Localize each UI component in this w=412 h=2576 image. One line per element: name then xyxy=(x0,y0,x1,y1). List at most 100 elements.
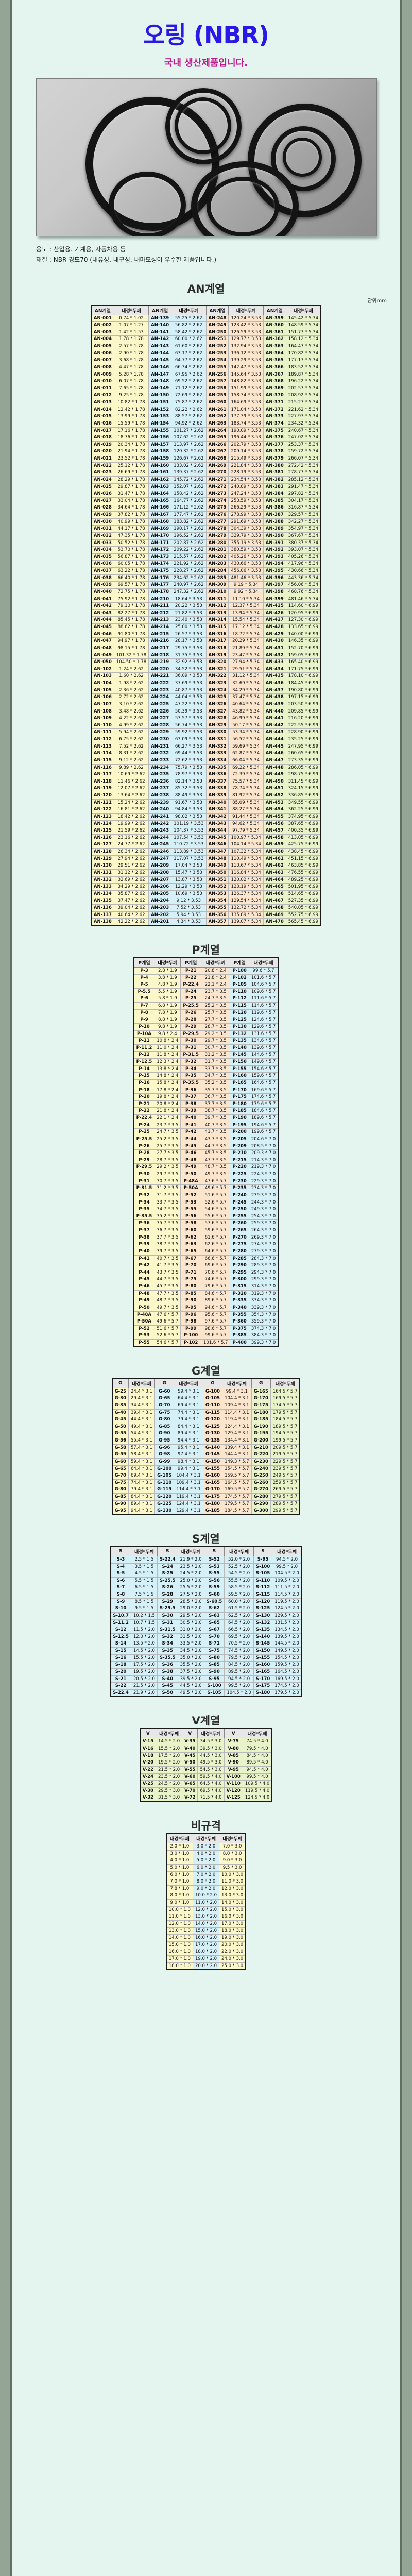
cell-part-code: P-24 xyxy=(133,1121,155,1129)
cell-part-code: AN-126 xyxy=(91,834,114,842)
cell-dimension: 94.5 * 2.0 xyxy=(272,1555,302,1564)
cell-dimension: 94.6 * 5.7 xyxy=(200,1303,231,1312)
table-row: AN-012 9.25 * 1.78 AN-150 72.69 * 2.62 AN-25… xyxy=(91,392,321,400)
cell-dimension: 199.5 * 5.7 xyxy=(270,1437,300,1445)
cell-part-code: S-12 xyxy=(110,1626,131,1634)
table-row: AN-107 3.10 * 2.62 AN-225 47.22 * 3.53 AN-32… xyxy=(91,700,321,708)
cell-dimension: 19.8 * 2.4 xyxy=(154,1093,181,1101)
column-header: 내경*두께 xyxy=(285,305,321,315)
table-row: AN-007 3.68 * 1.78 AN-145 64.77 * 2.62 AN-25… xyxy=(91,357,321,364)
cell-part-code: P-46 xyxy=(133,1283,155,1291)
cell-part-code: AN-003 xyxy=(91,328,114,336)
table-row: G-80 79.4 * 3.1 G-115 114.4 * 3.1 G-170 169.5… xyxy=(112,1486,300,1494)
column-header: 내경*두께 xyxy=(272,1546,302,1556)
cell-dimension: 60.00 * 2.62 xyxy=(171,335,207,344)
cell-part-code: S-30 xyxy=(157,1612,178,1620)
cell-dimension: 387.65 * 6.99 xyxy=(285,820,321,828)
cell-dimension: 32.69 * 2.62 xyxy=(113,876,149,884)
cell-part-code: AN-017 xyxy=(91,427,114,435)
cell-dimension: 145.42 * 5.34 xyxy=(285,314,321,323)
cell-dimension: 139.4 * 3.1 xyxy=(222,1444,252,1452)
cell-part-code: P-99 xyxy=(180,1325,201,1333)
cell-dimension: 74.5 * 2.0 xyxy=(224,1647,254,1655)
cell-dimension: 31.5 * 2.0 xyxy=(177,1633,204,1641)
cell-dimension: 28.5 * 2.0 xyxy=(177,1598,204,1606)
cell-part-code: S-9 xyxy=(110,1598,131,1606)
table-row: P-42 41.7 * 3.5 P-70 69.6 * 5.7 P-290 289.3 *… xyxy=(133,1262,279,1269)
cell-dimension: 443.36 * 5.34 xyxy=(285,574,321,582)
table-row: AN-006 2.90 * 1.78 AN-144 63.17 * 2.62 AN-25… xyxy=(91,349,321,358)
cell-dimension: 66.40 * 1.78 xyxy=(113,574,149,582)
cell-dimension: 63.22 * 1.78 xyxy=(113,567,149,575)
cell-dimension: 109.5 * 2.0 xyxy=(272,1577,302,1585)
cell-part-code: AN-133 xyxy=(91,883,114,891)
cell-part-code: AN-467 xyxy=(263,897,286,905)
table-row: AN-026 31.47 * 1.78 AN-164 158.42 * 2.62 AN-… xyxy=(91,490,321,498)
cell-part-code: S-175 xyxy=(253,1682,273,1690)
cell-dimension: 15.47 * 3.53 xyxy=(171,869,207,877)
cell-part-code: AN-434 xyxy=(263,665,286,673)
column-header: AN계열 xyxy=(205,305,229,315)
cell-part-code: P-45 xyxy=(133,1276,155,1284)
cell-part-code: S-100 xyxy=(253,1563,273,1571)
cell-dimension: 272.42 * 5.34 xyxy=(285,462,321,470)
cell-dimension: 25.7 * 3.5 xyxy=(154,1142,181,1150)
cell-dimension: 25.2 * 3.5 xyxy=(154,1135,181,1143)
cell-part-code: AN-331 xyxy=(205,736,229,743)
cell-dimension: 7.52 * 2.62 xyxy=(113,742,149,751)
cell-part-code: P-255 xyxy=(230,1212,249,1221)
cell-dimension: 274.3 * 7.0 xyxy=(248,1241,279,1248)
cell-dimension: 37.7 * 3.5 xyxy=(200,1100,231,1108)
cell-part-code: AN-174 xyxy=(148,560,172,568)
cell-dimension: 17.8 * 2.4 xyxy=(154,1086,181,1094)
table-row: AN-033 50.52 * 1.78 AN-171 202.87 * 2.62 AN-… xyxy=(91,539,321,547)
cell-dimension: 31.12 * 2.62 xyxy=(113,869,149,877)
cell-part-code: P-5.5 xyxy=(133,988,155,996)
table-g: G 내경*두께 G 내경*두께 G 내경*두께 G 내경*두께 G-25 24.4 * 3.1 G-… xyxy=(111,1378,301,1515)
cell-part-code: AN-313 xyxy=(205,609,229,617)
cell-dimension: 190.09 * 3.53 xyxy=(228,427,264,435)
cell-dimension: 119.6 * 5.7 xyxy=(248,1009,279,1017)
cell-part-code: S-25 xyxy=(157,1570,178,1578)
table-row: G-85 84.4 * 3.1 G-120 119.4 * 3.1 G-175 174.5… xyxy=(112,1493,300,1501)
cell-dimension: 60.0 * 2.0 xyxy=(224,1598,254,1606)
cell-dimension: 12.0 * 3.0 xyxy=(219,1885,246,1893)
cell-part-code: AN-166 xyxy=(148,504,172,512)
cell-part-code: AN-047 xyxy=(91,637,114,645)
cell-part-code: AN-210 xyxy=(148,595,172,603)
cell-dimension: 40.99 * 1.78 xyxy=(113,518,149,526)
cell-part-code: P-275 xyxy=(230,1241,249,1248)
cell-part-code: V-22 xyxy=(140,1766,157,1774)
cell-part-code: V-15 xyxy=(140,1738,157,1746)
cell-dimension: 514.65 * 6.99 xyxy=(285,890,321,898)
cell-part-code: V-30 xyxy=(140,1787,157,1795)
cell-part-code: P-48 xyxy=(180,1156,201,1164)
cell-dimension: 94.4 * 3.1 xyxy=(174,1437,203,1445)
section-heading-v: V계열 xyxy=(192,1715,220,1727)
table-row: P-10 9.8 * 1.9 P-29 28.7 * 3.5 P-130 129.6 * … xyxy=(133,1023,279,1031)
cell-part-code: P-44 xyxy=(180,1135,201,1143)
cell-part-code: G-220 xyxy=(251,1451,271,1459)
top-spacer xyxy=(12,0,400,9)
table-row: S-10 9.5 * 1.5 S-29.5 29.0 * 2.0 S-62 61.5 * … xyxy=(110,1605,302,1613)
table-row: P-25.5 25.2 * 3.5 P-44 43.7 * 3.5 P-205 204.6… xyxy=(133,1135,279,1143)
cell-dimension: 1.60 * 2.62 xyxy=(113,672,149,681)
cell-dimension: 9.8 * 1.9 xyxy=(154,1023,181,1031)
cell-dimension: 59.5 * 2.0 xyxy=(224,1591,254,1599)
cell-part-code: AN-129 xyxy=(91,855,114,863)
column-header: 내경*두께 xyxy=(228,305,264,315)
table-row: AN-121 15.24 * 2.62 AN-239 91.67 * 3.53 AN-3… xyxy=(91,799,321,807)
cell-part-code: V-120 xyxy=(224,1787,243,1795)
cell-dimension: 104.4 * 3.1 xyxy=(222,1395,252,1402)
column-header: S xyxy=(157,1546,178,1556)
cell-part-code: AN-323 xyxy=(205,680,229,687)
cell-dimension: 29.51 * 5.34 xyxy=(228,665,264,673)
cell-part-code: AN-256 xyxy=(205,370,229,379)
cell-part-code: AN-225 xyxy=(148,700,172,708)
table-row: P-11 10.8 * 2.4 P-30 29.7 * 3.5 P-135 134.6 *… xyxy=(133,1037,279,1045)
table-row: AN-025 29.87 * 1.78 AN-163 152.07 * 2.62 AN-… xyxy=(91,483,321,491)
cell-part-code: AN-115 xyxy=(91,756,114,765)
cell-dimension: 131.6 * 5.7 xyxy=(248,1030,279,1038)
table-row: AN-011 7.65 * 1.78 AN-149 71.12 * 2.62 AN-25… xyxy=(91,384,321,393)
cell-part-code: AN-102 xyxy=(91,665,114,673)
